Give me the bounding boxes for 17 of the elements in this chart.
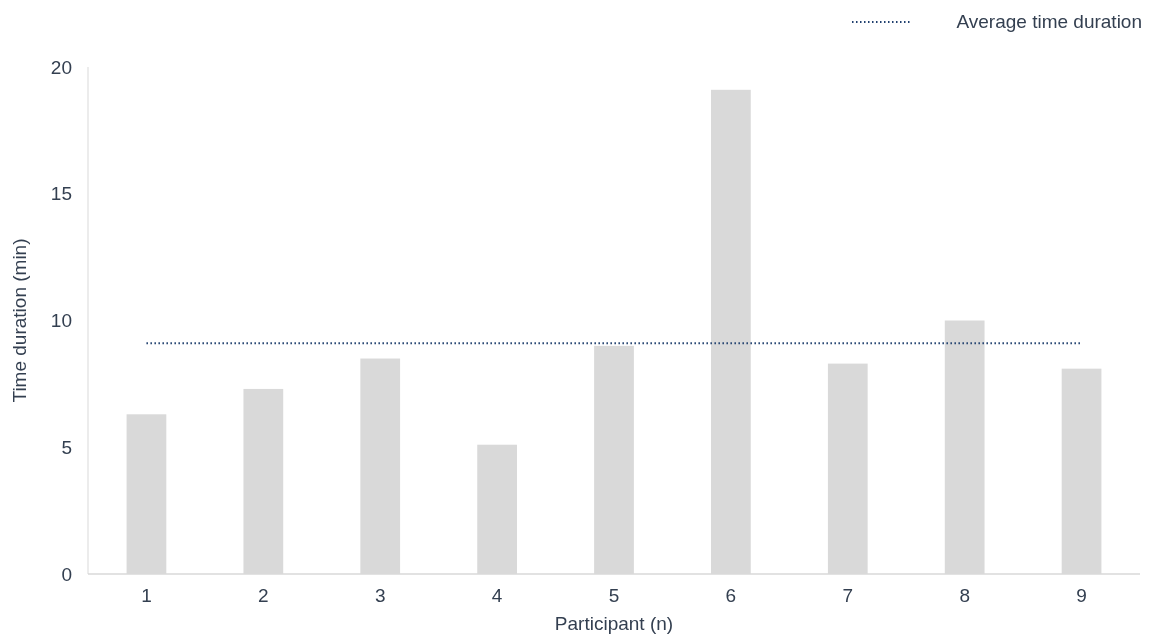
y-axis-title: Time duration (min) [9,238,30,403]
y-tick-label: 5 [61,436,72,458]
x-tick-label: 1 [141,585,152,606]
x-tick-label: 3 [374,585,386,606]
y-tick-label: 20 [50,56,72,78]
x-tick-label: 5 [608,585,620,606]
x-tick-label: 6 [725,585,737,606]
text: Average time duration [956,11,1142,32]
y-tick-label: 10 [50,310,72,332]
x-tick-label: 8 [959,585,970,606]
x-tick-label: 2 [258,585,269,606]
y-tick-label: 15 [50,183,72,205]
x-tick-label: 4 [491,585,503,606]
x-tick-label: 7 [842,585,854,606]
x-tick-label: 9 [1076,585,1087,606]
y-tick-label: 0 [61,563,72,585]
x-axis-title: Participant (n) [554,613,674,634]
